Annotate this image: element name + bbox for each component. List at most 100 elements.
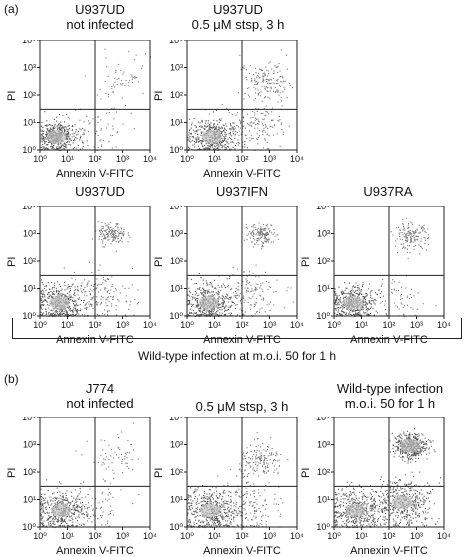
event-dot <box>245 514 246 515</box>
event-dot <box>109 525 110 526</box>
event-dot <box>118 457 119 458</box>
event-dot <box>255 227 256 228</box>
event-dot <box>83 134 84 135</box>
event-dot <box>280 92 281 93</box>
event-dot <box>263 224 264 225</box>
x-tick-label: 10⁴ <box>290 531 304 541</box>
event-dot <box>77 289 78 290</box>
event-dot <box>273 291 274 292</box>
event-dot <box>253 74 254 75</box>
event-dot <box>236 143 237 144</box>
event-dot <box>272 108 273 109</box>
event-dot <box>349 494 350 495</box>
event-dot <box>203 148 204 149</box>
event-dot <box>126 301 127 302</box>
event-dot <box>61 146 62 147</box>
event-dot <box>103 238 104 239</box>
event-dot <box>226 142 227 143</box>
event-dot <box>408 223 409 224</box>
event-dot <box>266 463 267 464</box>
event-dot <box>81 508 82 509</box>
event-dot <box>253 469 254 470</box>
chart-title-line: Wild-type infection <box>320 381 460 396</box>
event-dot <box>251 138 252 139</box>
event-dot <box>116 305 117 306</box>
event-dot <box>259 222 260 223</box>
x-tick-label: 10⁴ <box>143 320 157 330</box>
event-dot <box>280 86 281 87</box>
event-dot <box>111 305 112 306</box>
y-tick-label: 10³ <box>23 229 36 239</box>
event-dot <box>199 288 200 289</box>
event-dot <box>74 272 75 273</box>
event-dot <box>102 449 103 450</box>
event-dot <box>203 495 204 496</box>
event-dot <box>60 286 61 287</box>
event-dot <box>254 84 255 85</box>
event-dot <box>277 83 278 84</box>
event-dot <box>408 225 409 226</box>
event-dot <box>272 448 273 449</box>
event-dot <box>366 303 367 304</box>
event-dot <box>342 488 343 489</box>
y-tick-label: 10⁰ <box>22 311 36 321</box>
event-dot <box>63 145 64 146</box>
event-dot <box>227 310 228 311</box>
event-dot <box>103 226 104 227</box>
event-dot <box>359 313 360 314</box>
event-dot <box>217 293 218 294</box>
event-dot <box>256 138 257 139</box>
event-dot <box>117 227 118 228</box>
event-dot <box>202 485 203 486</box>
event-dot <box>211 494 212 495</box>
event-dot <box>134 59 135 60</box>
event-dot <box>201 292 202 293</box>
event-dot <box>215 312 216 313</box>
event-dot <box>101 284 102 285</box>
event-dot <box>110 290 111 291</box>
event-dot <box>195 520 196 521</box>
event-dot <box>209 114 210 115</box>
event-dot <box>60 294 61 295</box>
event-dot <box>230 307 231 308</box>
event-dot <box>110 506 111 507</box>
event-dot <box>214 310 215 311</box>
event-dot <box>196 126 197 127</box>
event-dot <box>40 502 41 503</box>
event-dot <box>197 288 198 289</box>
event-dot <box>215 149 216 150</box>
event-dot <box>264 459 265 460</box>
event-dot <box>47 302 48 303</box>
event-dot <box>51 503 52 504</box>
event-dot <box>214 294 215 295</box>
event-dot <box>351 482 352 483</box>
event-dot <box>231 519 232 520</box>
event-dot <box>224 490 225 491</box>
event-dot <box>261 452 262 453</box>
event-dot <box>41 494 42 495</box>
event-dot <box>220 290 221 291</box>
event-dot <box>393 519 394 520</box>
event-dot <box>99 230 100 231</box>
event-dot <box>236 502 237 503</box>
event-dot <box>83 524 84 525</box>
event-dot <box>232 141 233 142</box>
event-dot <box>267 148 268 149</box>
event-dot <box>237 304 238 305</box>
event-dot <box>271 79 272 80</box>
event-dot <box>120 292 121 293</box>
event-dot <box>270 87 271 88</box>
event-dot <box>255 124 256 125</box>
event-dot <box>63 146 64 147</box>
event-dot <box>127 463 128 464</box>
event-dot <box>236 504 237 505</box>
event-dot <box>77 510 78 511</box>
event-dot <box>118 241 119 242</box>
event-dot <box>206 127 207 128</box>
event-dot <box>115 237 116 238</box>
event-dot <box>262 101 263 102</box>
event-dot <box>344 307 345 308</box>
event-dot <box>255 108 256 109</box>
event-dot <box>412 236 413 237</box>
event-dot <box>106 234 107 235</box>
